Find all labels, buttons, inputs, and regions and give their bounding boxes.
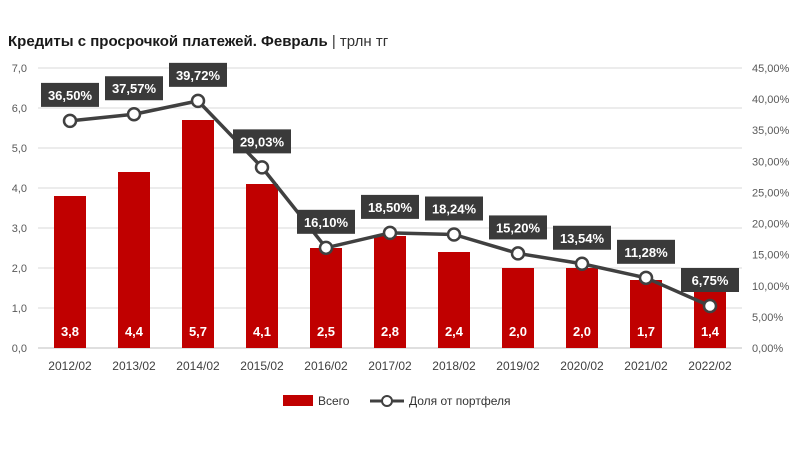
line-value-label: 36,50% [48, 88, 93, 103]
line-point [574, 256, 590, 272]
y-right-tick-label: 35,00% [752, 125, 790, 137]
legend-label-line: Доля от портфеля [409, 394, 510, 408]
line-point [126, 106, 142, 122]
bar-value-label: 3,8 [61, 324, 79, 339]
bar-value-label: 2,5 [317, 324, 335, 339]
line-point [254, 160, 270, 175]
y-right-tick-label: 0,00% [752, 343, 783, 355]
line-point [382, 225, 398, 241]
x-tick-label: 2017/02 [368, 359, 412, 373]
x-tick-label: 2015/02 [240, 359, 284, 373]
y-left-tick-label: 7,0 [12, 63, 27, 75]
x-tick-label: 2014/02 [176, 359, 220, 373]
y-left-tick-label: 3,0 [12, 223, 27, 235]
y-right-tick-label: 10,00% [752, 281, 790, 293]
x-tick-label: 2020/02 [560, 359, 604, 373]
line-value-label-box [425, 196, 483, 221]
bar-value-label: 2,0 [573, 324, 591, 339]
line-value-label: 16,10% [304, 215, 349, 230]
line-value-label: 13,54% [560, 231, 605, 246]
x-tick-label: 2019/02 [496, 359, 540, 373]
line-point [638, 270, 654, 286]
line-value-label-box [361, 194, 419, 219]
bar-value-label: 5,7 [189, 324, 207, 339]
y-left-tick-label: 0,0 [12, 343, 27, 355]
line-value-label: 11,28% [624, 245, 668, 260]
bar-value-label: 2,0 [509, 324, 527, 339]
line-value-label: 15,20% [496, 220, 541, 235]
bar-value-label: 2,8 [381, 324, 399, 339]
y-right-tick-label: 45,00% [752, 63, 790, 75]
legend-swatch-marker [381, 395, 393, 407]
x-tick-label: 2013/02 [112, 359, 156, 373]
bar-value-label: 1,4 [701, 324, 720, 339]
y-right-tick-label: 20,00% [752, 219, 790, 231]
x-tick-label: 2021/02 [624, 359, 668, 373]
chart-title-main: Кредиты с просрочкой платежей. Февраль [8, 33, 328, 50]
line-value-label-box [233, 129, 291, 154]
y-right-tick-label: 30,00% [752, 156, 790, 168]
bar-value-label: 4,4 [125, 324, 144, 339]
chart-title-separator: | [331, 33, 336, 50]
chart-title: Кредиты с просрочкой платежей. Февраль |… [8, 33, 388, 50]
line-value-label-box [489, 215, 547, 240]
legend-label-bars: Всего [318, 394, 350, 408]
y-right-tick-label: 40,00% [752, 94, 790, 106]
y-right-tick-label: 5,00% [752, 312, 783, 324]
line-value-label-box [617, 239, 675, 264]
bar [630, 280, 662, 348]
line-value-label-box [169, 62, 227, 87]
y-left-tick-label: 1,0 [12, 303, 27, 315]
bar-value-label: 1,7 [637, 324, 655, 339]
line-point [62, 113, 78, 129]
line-point [702, 298, 718, 314]
line-value-label-box [41, 82, 99, 107]
chart-title-unit: трлн тг [339, 33, 389, 50]
y-left-tick-label: 5,0 [12, 143, 27, 155]
bar [118, 172, 150, 348]
y-left-tick-label: 4,0 [12, 183, 27, 195]
line-point [190, 93, 206, 109]
bar [566, 268, 598, 348]
bar [310, 248, 342, 348]
y-left-tick-label: 6,0 [12, 103, 27, 115]
line-value-label: 29,03% [240, 134, 285, 149]
line-value-label: 18,50% [368, 200, 413, 215]
line-point [318, 240, 334, 256]
line-point [510, 246, 526, 261]
y-right-tick-label: 25,00% [752, 187, 790, 199]
line-value-label: 39,72% [176, 68, 221, 83]
line-value-label-box [297, 209, 355, 234]
line-point [446, 227, 462, 242]
bar [54, 196, 86, 348]
line-value-label: 37,57% [112, 81, 157, 96]
bar [502, 268, 534, 348]
line-value-label: 18,24% [432, 202, 477, 217]
y-left-tick-label: 2,0 [12, 263, 27, 275]
legend-swatch-bars [283, 395, 313, 406]
bar-value-label: 2,4 [445, 324, 464, 339]
line-value-label-box [105, 76, 163, 101]
x-tick-label: 2012/02 [48, 359, 92, 373]
x-tick-label: 2016/02 [304, 359, 348, 373]
bar [438, 252, 470, 348]
bar-value-label: 4,1 [253, 324, 271, 339]
line-value-label-box [681, 268, 739, 292]
bar [246, 184, 278, 348]
x-tick-label: 2018/02 [432, 359, 476, 373]
line-value-label-box [553, 225, 611, 250]
y-right-tick-label: 15,00% [752, 250, 790, 262]
bar [374, 236, 406, 348]
line-value-label: 6,75% [692, 273, 729, 288]
bar [182, 120, 214, 348]
x-tick-label: 2022/02 [688, 359, 732, 373]
